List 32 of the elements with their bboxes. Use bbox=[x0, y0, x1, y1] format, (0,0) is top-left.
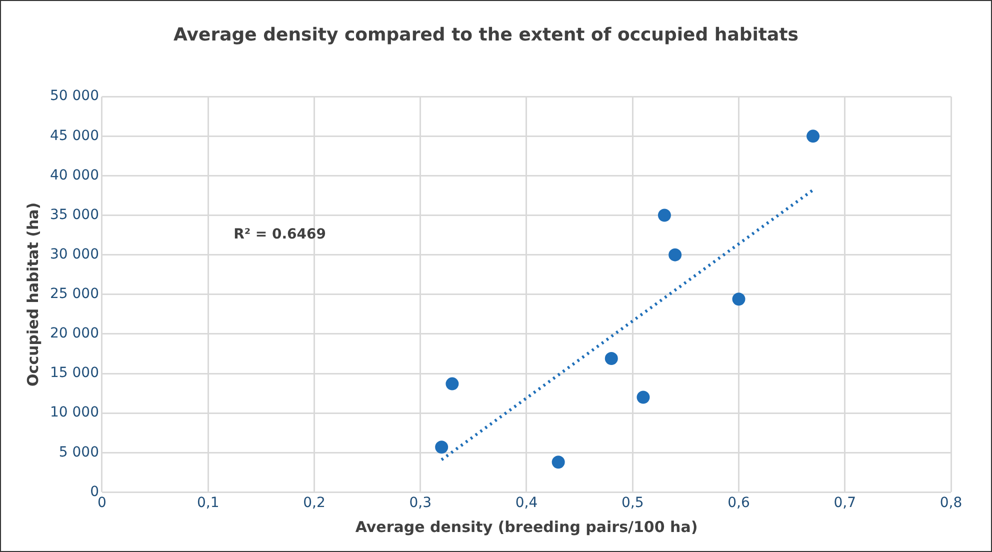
x-tick-label: 0,3 bbox=[409, 495, 432, 512]
x-tick-label: 0,5 bbox=[621, 495, 644, 512]
point bbox=[435, 440, 448, 454]
y-tick-label: 45 000 bbox=[50, 128, 99, 144]
x-tick-label: 0,8 bbox=[940, 495, 962, 512]
y-tick-label: 5 000 bbox=[58, 444, 99, 460]
y-tick-label: 20 000 bbox=[50, 326, 99, 342]
point bbox=[636, 390, 650, 404]
point bbox=[446, 377, 459, 390]
point bbox=[668, 248, 682, 262]
x-tick-label: 0,6 bbox=[728, 495, 750, 512]
y-tick-label: 0 bbox=[90, 484, 99, 500]
point bbox=[806, 130, 820, 143]
x-axis-title: Average density (breeding pairs/100 ha) bbox=[355, 518, 698, 536]
y-tick-label: 15 000 bbox=[50, 365, 99, 382]
x-tick-label: 0,4 bbox=[515, 495, 538, 512]
x-tick-label: 0,1 bbox=[196, 495, 220, 512]
y-tick-label: 40 000 bbox=[50, 167, 99, 184]
y-tick-label: 50 000 bbox=[50, 88, 99, 104]
point bbox=[604, 352, 618, 365]
y-tick-label: 30 000 bbox=[50, 246, 99, 262]
point bbox=[658, 208, 671, 222]
y-tick-label: 35 000 bbox=[50, 206, 99, 223]
point bbox=[552, 456, 565, 469]
y-tick-label: 25 000 bbox=[50, 286, 99, 302]
x-tick-label: 0,2 bbox=[303, 495, 326, 512]
annotation: R² = 0.6469 bbox=[234, 226, 326, 243]
y-axis-title: Occupied habitat (ha) bbox=[24, 202, 42, 386]
x-tick-label: 0,7 bbox=[834, 495, 856, 512]
point bbox=[732, 292, 746, 306]
chart-title: Average density compared to the extent of occupied habitats bbox=[174, 24, 798, 46]
y-tick-label: 10 000 bbox=[50, 404, 99, 421]
